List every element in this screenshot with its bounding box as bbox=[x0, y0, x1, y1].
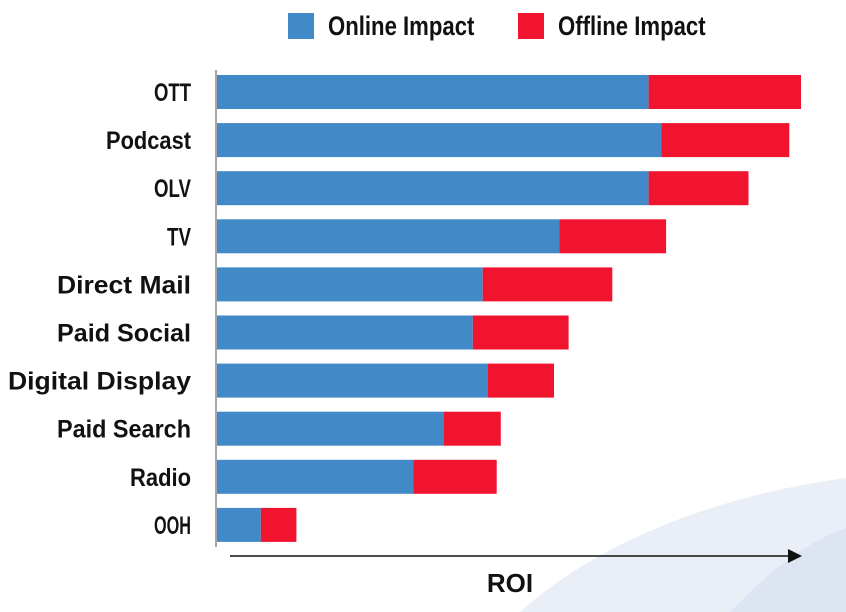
bar-radio-online bbox=[217, 459, 414, 494]
legend-label-online: Online Impact bbox=[328, 10, 475, 41]
bar-ott-online bbox=[217, 75, 649, 109]
bar-ooh-offline bbox=[260, 507, 297, 542]
bar-direct-mail-offline bbox=[482, 267, 613, 302]
category-label-radio: Radio bbox=[130, 464, 191, 492]
x-axis-title: ROI bbox=[486, 568, 534, 598]
bar-digital-display-online bbox=[217, 363, 488, 398]
bar-paid-search-offline bbox=[443, 411, 501, 446]
chart-legend: Online Impact Offline Impact bbox=[288, 10, 748, 42]
bar-ott-offline bbox=[648, 75, 801, 109]
category-label-ooh: OOH bbox=[154, 512, 191, 540]
category-label-paid-search: Paid Search bbox=[57, 416, 191, 444]
bar-podcast-offline bbox=[661, 123, 790, 158]
bar-paid-social-offline bbox=[472, 315, 569, 350]
legend-swatch-offline bbox=[518, 13, 544, 39]
bar-direct-mail-online bbox=[217, 267, 483, 302]
category-label-direct-mail: Direct Mail bbox=[57, 271, 191, 299]
bar-olv-online bbox=[217, 171, 649, 206]
bar-paid-search-online bbox=[217, 411, 444, 446]
category-labels: OTT Podcast OLV TV Direct Mail Paid Social Dig… bbox=[8, 79, 192, 540]
bar-ooh-online bbox=[217, 507, 261, 542]
bar-digital-display-offline bbox=[488, 363, 554, 398]
category-label-podcast: Podcast bbox=[106, 127, 192, 155]
bar-paid-social-online bbox=[217, 315, 473, 350]
background-swoosh-edge bbox=[730, 528, 846, 612]
legend-swatch-online bbox=[288, 13, 314, 39]
bar-tv-online bbox=[217, 219, 560, 254]
roi-arrow-head bbox=[788, 549, 802, 563]
bar-podcast-online bbox=[217, 123, 662, 158]
legend-item-offline: Offline Impact bbox=[518, 11, 718, 42]
bar-olv-offline bbox=[648, 171, 749, 206]
category-label-olv: OLV bbox=[154, 175, 191, 203]
background-swoosh-shape bbox=[520, 478, 846, 612]
bar-radio-offline bbox=[413, 459, 497, 494]
bar-tv-offline bbox=[559, 219, 667, 254]
bar-group bbox=[217, 75, 801, 542]
legend-label-offline: Offline Impact bbox=[558, 10, 706, 41]
category-label-tv: TV bbox=[167, 223, 191, 251]
category-label-ott: OTT bbox=[154, 79, 191, 107]
legend-item-online: Online Impact bbox=[288, 11, 488, 42]
category-label-digital-display: Digital Display bbox=[8, 368, 191, 396]
category-label-paid-social: Paid Social bbox=[57, 320, 191, 348]
